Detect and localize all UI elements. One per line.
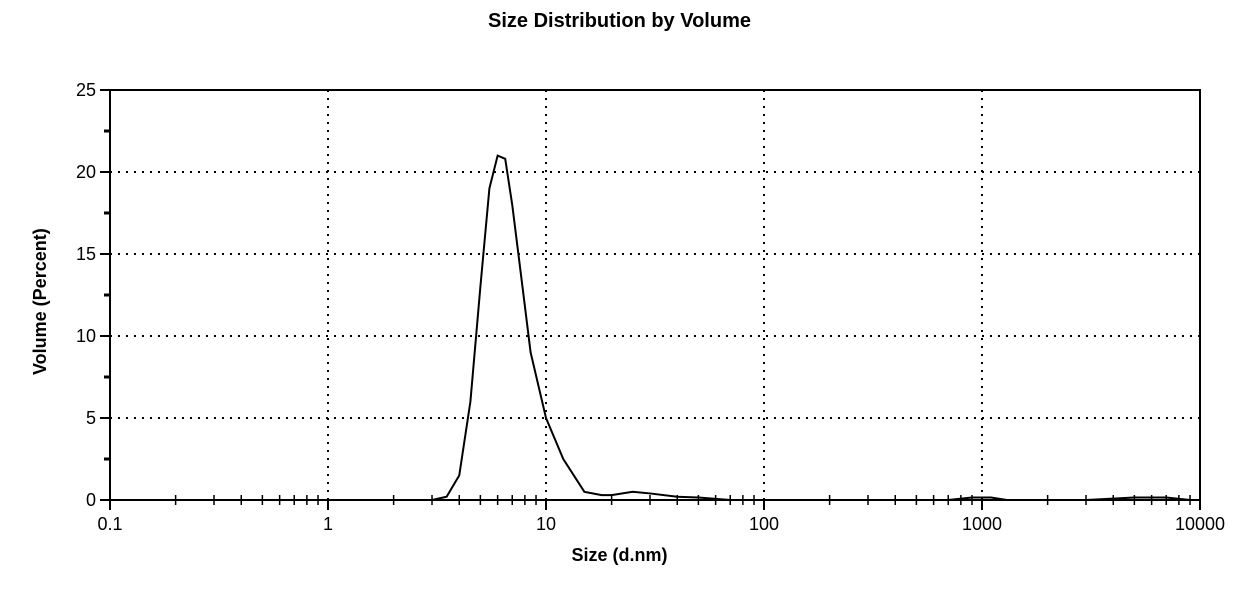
y-tick-label: 0 (86, 490, 96, 510)
y-tick-label: 10 (76, 326, 96, 346)
chart-container: Size Distribution by Volume Volume (Perc… (0, 0, 1239, 614)
y-tick-label: 15 (76, 244, 96, 264)
x-tick-label: 1 (323, 514, 333, 534)
x-tick-label: 10000 (1175, 514, 1225, 534)
y-tick-label: 25 (76, 80, 96, 100)
x-tick-label: 10 (536, 514, 556, 534)
plot-svg: 0 5 10 15 20 25 0.1 1 10 100 1000 10000 (0, 0, 1239, 614)
y-tick-label: 20 (76, 162, 96, 182)
distribution-line (110, 156, 1200, 500)
x-tick-label: 0.1 (97, 514, 122, 534)
y-tick-label: 5 (86, 408, 96, 428)
x-tick-label: 1000 (962, 514, 1002, 534)
x-tick-label: 100 (749, 514, 779, 534)
